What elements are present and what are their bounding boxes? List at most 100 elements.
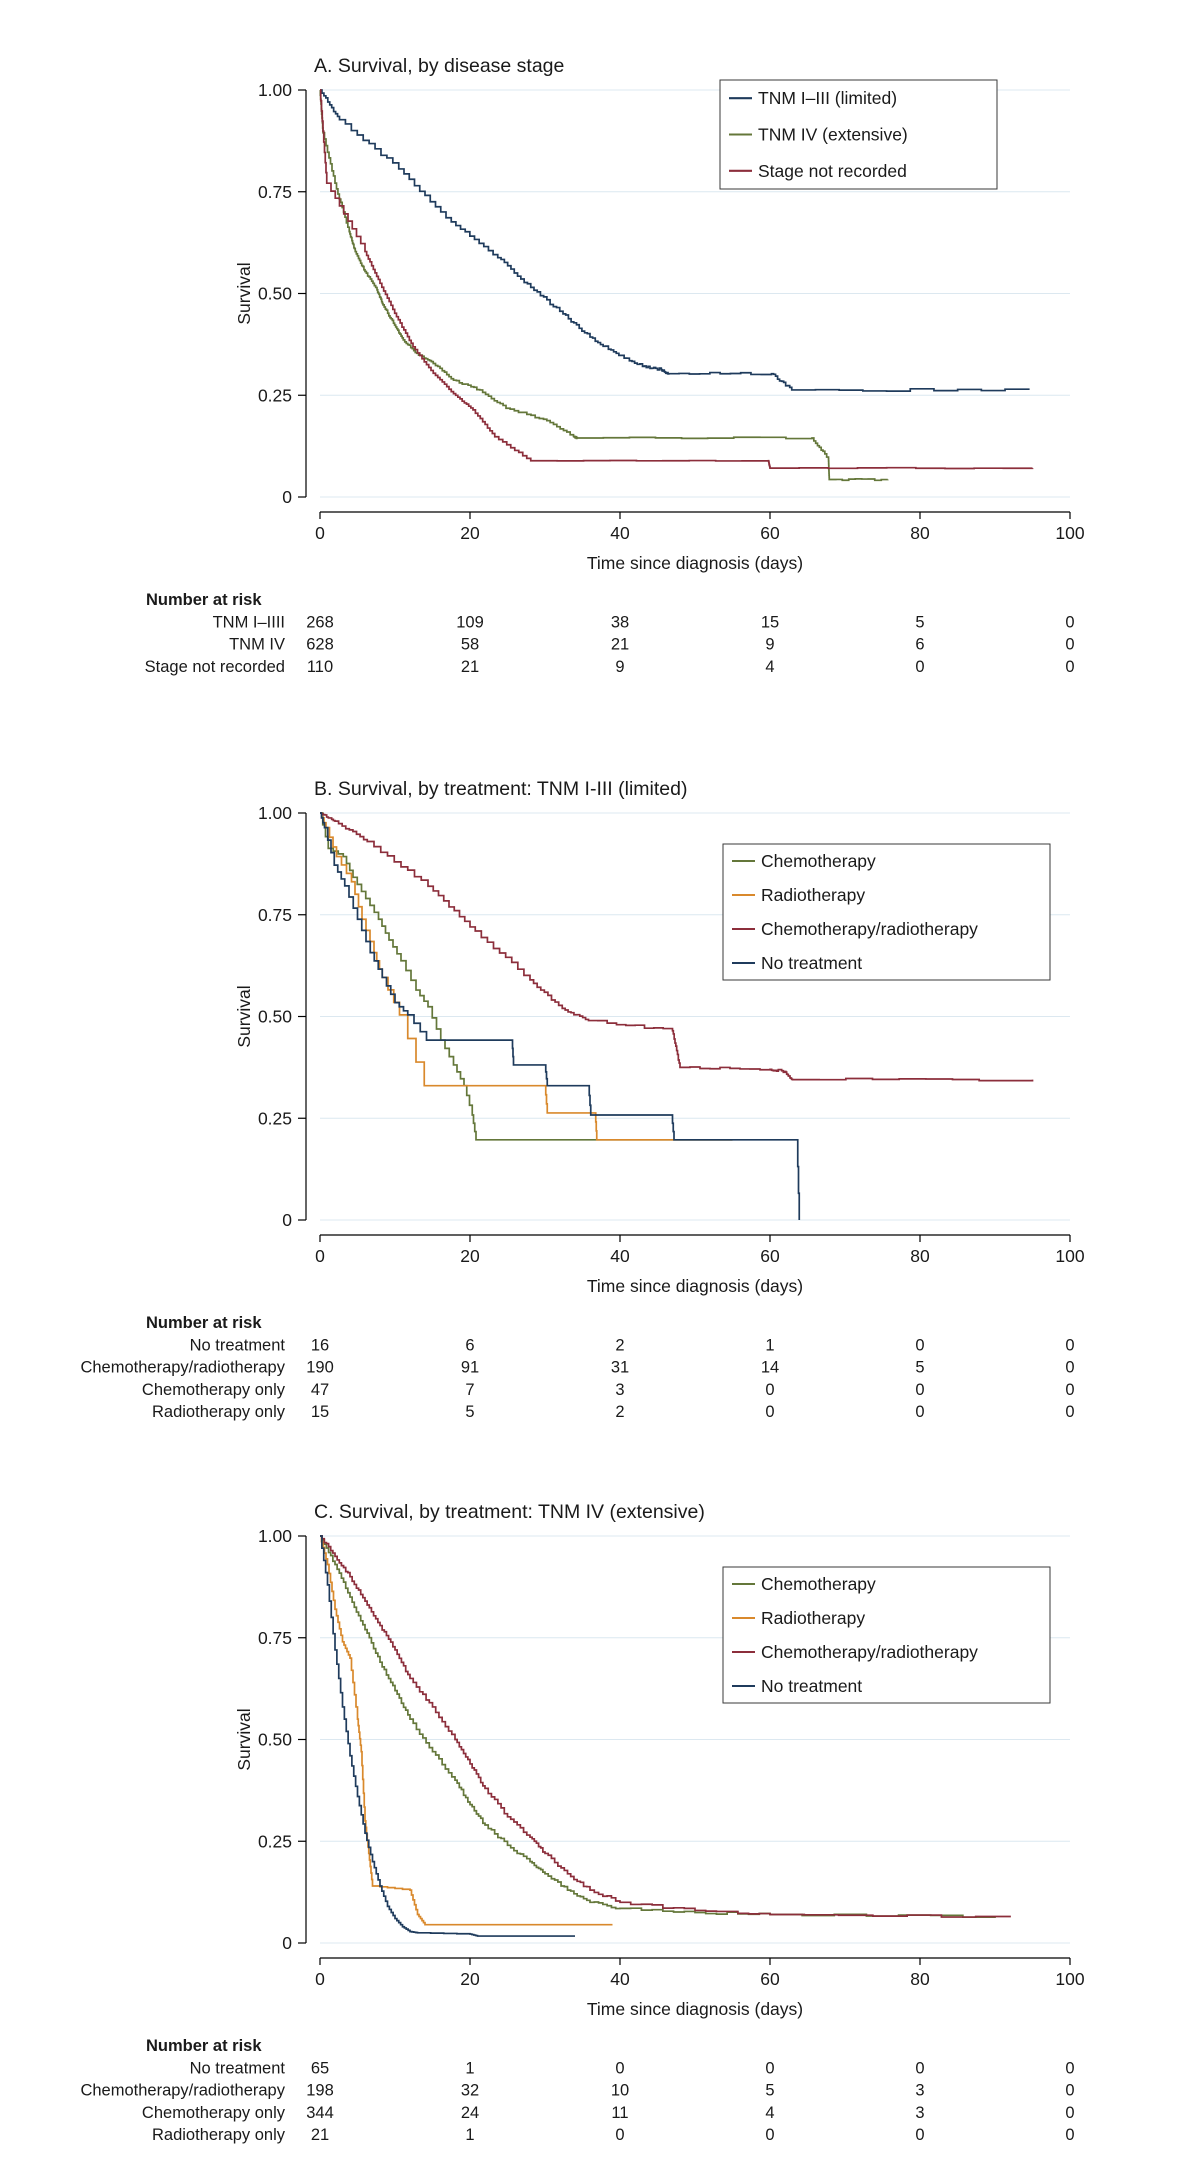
svg-text:100: 100 [1055, 1246, 1084, 1266]
svg-text:0: 0 [1065, 1336, 1074, 1354]
svg-text:47: 47 [311, 1381, 329, 1399]
svg-text:Number at risk: Number at risk [146, 591, 262, 609]
svg-text:38: 38 [611, 613, 629, 631]
svg-text:344: 344 [306, 2104, 334, 2122]
svg-text:0: 0 [1065, 1359, 1074, 1377]
svg-text:Stage not recorded: Stage not recorded [758, 161, 907, 181]
svg-text:0: 0 [1065, 1403, 1074, 1421]
svg-text:24: 24 [461, 2104, 479, 2122]
svg-text:5: 5 [915, 1359, 924, 1377]
svg-text:190: 190 [306, 1359, 334, 1377]
svg-text:0: 0 [282, 1210, 292, 1230]
svg-text:60: 60 [760, 1969, 780, 1989]
svg-text:7: 7 [465, 1381, 474, 1399]
svg-text:Time since diagnosis (days): Time since diagnosis (days) [587, 1276, 803, 1296]
svg-text:Chemotherapy only: Chemotherapy only [142, 1381, 286, 1399]
svg-text:628: 628 [306, 636, 334, 654]
svg-text:268: 268 [306, 613, 334, 631]
svg-text:109: 109 [456, 613, 484, 631]
svg-text:21: 21 [311, 2126, 329, 2144]
svg-text:0: 0 [1065, 613, 1074, 631]
svg-text:0.75: 0.75 [258, 905, 292, 925]
svg-text:0: 0 [915, 2059, 924, 2077]
svg-text:No treatment: No treatment [190, 2059, 286, 2077]
svg-text:Radiotherapy: Radiotherapy [761, 1608, 865, 1628]
svg-text:0: 0 [1065, 658, 1074, 676]
svg-text:0: 0 [1065, 2082, 1074, 2100]
svg-text:3: 3 [615, 1381, 624, 1399]
svg-text:21: 21 [611, 636, 629, 654]
svg-text:Chemotherapy/radiotherapy: Chemotherapy/radiotherapy [761, 919, 978, 939]
svg-text:0: 0 [315, 523, 325, 543]
svg-text:91: 91 [461, 1359, 479, 1377]
svg-text:Chemotherapy: Chemotherapy [761, 851, 876, 871]
svg-text:0: 0 [1065, 1381, 1074, 1399]
svg-text:0.25: 0.25 [258, 1831, 292, 1851]
svg-text:Stage not recorded: Stage not recorded [145, 658, 285, 676]
svg-text:58: 58 [461, 636, 479, 654]
svg-text:Radiotherapy only: Radiotherapy only [152, 1403, 286, 1421]
svg-text:Chemotherapy/radiotherapy: Chemotherapy/radiotherapy [80, 1359, 285, 1377]
svg-text:Time since diagnosis (days): Time since diagnosis (days) [587, 553, 803, 573]
svg-text:31: 31 [611, 1359, 629, 1377]
svg-text:40: 40 [610, 523, 630, 543]
svg-text:1: 1 [765, 1336, 774, 1354]
svg-text:14: 14 [761, 1359, 779, 1377]
svg-text:9: 9 [765, 636, 774, 654]
svg-text:100: 100 [1055, 1969, 1084, 1989]
svg-text:100: 100 [1055, 523, 1084, 543]
svg-text:0: 0 [765, 1403, 774, 1421]
svg-text:0: 0 [915, 1336, 924, 1354]
svg-text:16: 16 [311, 1336, 329, 1354]
svg-text:Chemotherapy: Chemotherapy [761, 1574, 876, 1594]
svg-text:0: 0 [1065, 2126, 1074, 2144]
svg-text:110: 110 [307, 658, 333, 676]
svg-text:Radiotherapy only: Radiotherapy only [152, 2126, 286, 2144]
svg-text:1.00: 1.00 [258, 1526, 292, 1546]
svg-text:9: 9 [615, 658, 624, 676]
svg-text:20: 20 [460, 1969, 480, 1989]
svg-text:6: 6 [465, 1336, 474, 1354]
svg-text:Survival: Survival [234, 1708, 254, 1770]
svg-text:40: 40 [610, 1969, 630, 1989]
svg-text:TNM I–III (limited): TNM I–III (limited) [758, 88, 897, 108]
svg-text:0: 0 [1065, 2104, 1074, 2122]
svg-text:1: 1 [465, 2059, 474, 2077]
svg-text:No treatment: No treatment [761, 953, 862, 973]
svg-text:1: 1 [465, 2126, 474, 2144]
svg-text:0.50: 0.50 [258, 1730, 292, 1750]
svg-text:A. Survival, by disease stage: A. Survival, by disease stage [314, 55, 564, 77]
svg-text:Chemotherapy only: Chemotherapy only [142, 2104, 286, 2122]
svg-text:11: 11 [611, 2104, 628, 2122]
svg-text:0: 0 [765, 1381, 774, 1399]
svg-text:0: 0 [282, 487, 292, 507]
svg-text:Chemotherapy/radiotherapy: Chemotherapy/radiotherapy [761, 1642, 978, 1662]
svg-text:C. Survival, by treatment: TNM: C. Survival, by treatment: TNM IV (exten… [314, 1501, 705, 1523]
svg-text:0: 0 [765, 2126, 774, 2144]
svg-text:20: 20 [460, 1246, 480, 1266]
svg-text:65: 65 [311, 2059, 329, 2077]
svg-text:Chemotherapy/radiotherapy: Chemotherapy/radiotherapy [80, 2082, 285, 2100]
svg-text:10: 10 [611, 2082, 629, 2100]
svg-text:TNM IV (extensive): TNM IV (extensive) [758, 125, 908, 145]
svg-text:40: 40 [610, 1246, 630, 1266]
svg-text:5: 5 [915, 613, 924, 631]
svg-text:2: 2 [615, 1403, 624, 1421]
svg-text:4: 4 [765, 658, 774, 676]
svg-text:No treatment: No treatment [761, 1676, 862, 1696]
svg-text:0: 0 [315, 1969, 325, 1989]
svg-text:0: 0 [615, 2059, 624, 2077]
svg-text:3: 3 [915, 2082, 924, 2100]
svg-text:0: 0 [1065, 2059, 1074, 2077]
svg-text:0: 0 [915, 658, 924, 676]
svg-text:60: 60 [760, 1246, 780, 1266]
svg-text:0: 0 [282, 1933, 292, 1953]
svg-text:Survival: Survival [234, 985, 254, 1047]
svg-text:0.75: 0.75 [258, 182, 292, 202]
svg-text:0: 0 [315, 1246, 325, 1266]
svg-text:80: 80 [910, 1969, 930, 1989]
svg-text:3: 3 [915, 2104, 924, 2122]
svg-text:198: 198 [306, 2082, 334, 2100]
svg-text:0: 0 [915, 1381, 924, 1399]
svg-text:21: 21 [461, 658, 479, 676]
